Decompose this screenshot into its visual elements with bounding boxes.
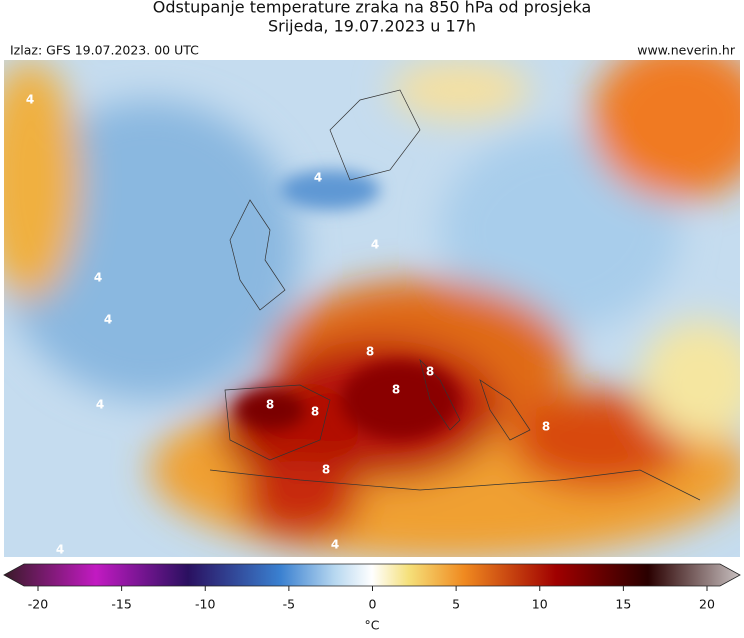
colorbar-tick-label: 10 (532, 597, 548, 612)
colorbar: -20 -15 -10 -5 0 5 10 15 20 (3, 563, 741, 612)
colorbar-tick-label: -5 (283, 597, 295, 612)
coastlines (209, 89, 701, 501)
website: www.neverin.hr (637, 43, 736, 58)
colorbar-tick-label: 5 (452, 597, 460, 612)
contour-label: 4 (314, 171, 322, 185)
colorbar-tick-label: -20 (28, 597, 48, 612)
contour-label: 8 (366, 345, 374, 359)
contour-label: 4 (96, 398, 104, 412)
contour-label: 4 (94, 271, 102, 285)
colorbar-tick-label: 20 (699, 597, 715, 612)
colorbar-tick-label: -10 (195, 597, 215, 612)
contour-label: 8 (322, 463, 330, 477)
contour-label: 8 (311, 405, 319, 419)
contour-label: 4 (26, 93, 34, 107)
contour-label: 4 (331, 538, 339, 552)
contour-label: 4 (56, 543, 64, 557)
subtitle: Srijeda, 19.07.2023 u 17h (268, 17, 476, 36)
contour-label: 8 (266, 398, 274, 412)
colorbar-tick-label: 15 (615, 597, 631, 612)
colorbar-scale (3, 563, 741, 587)
colorbar-tick-label: 0 (369, 597, 377, 612)
contour-label: 4 (371, 238, 379, 252)
map: 4 4 4 4 4 8 8 8 8 8 8 8 4 4 4 (4, 60, 740, 557)
contour-label: 4 (104, 313, 112, 327)
source: Izlaz: GFS 19.07.2023. 00 UTC (10, 43, 199, 58)
contour-label: 8 (542, 420, 550, 434)
contour-label: 8 (426, 365, 434, 379)
colorbar-tick-label: -15 (111, 597, 131, 612)
title: Odstupanje temperature zraka na 850 hPa … (153, 0, 592, 17)
colorbar-unit: °C (365, 618, 380, 633)
contour-label: 8 (392, 383, 400, 397)
